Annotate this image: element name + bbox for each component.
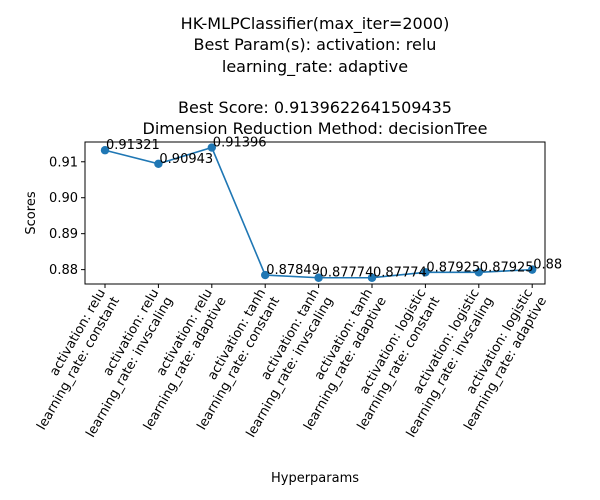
y-tick-label: 0.90 bbox=[49, 191, 78, 206]
data-label: 0.87774 bbox=[373, 266, 427, 281]
data-point bbox=[474, 268, 483, 277]
chart-title: HK-MLPClassifier(max_iter=2000) Best Par… bbox=[143, 14, 488, 138]
data-point bbox=[528, 265, 537, 274]
data-label: 0.87849 bbox=[266, 263, 320, 278]
data-label: 0.91396 bbox=[213, 136, 267, 151]
plot-area-frame bbox=[84, 141, 546, 285]
y-axis-label: Scores bbox=[24, 191, 39, 234]
title-line-5: Best Score: 0.9139622641509435 bbox=[178, 98, 452, 117]
series-line bbox=[104, 146, 533, 279]
x-axis-label: Hyperparams bbox=[271, 471, 359, 486]
data-label: 0.87925 bbox=[480, 260, 534, 275]
title-line-1: HK-MLPClassifier(max_iter=2000) bbox=[181, 14, 450, 34]
title-line-3: learning_rate: adaptive bbox=[222, 57, 408, 77]
y-tick-label: 0.91 bbox=[49, 155, 78, 170]
data-point bbox=[154, 159, 163, 169]
data-label: 0.87925 bbox=[426, 260, 480, 275]
data-point bbox=[100, 146, 110, 155]
data-point bbox=[207, 143, 216, 152]
y-axis: 0.88 0.89 0.90 0.91 bbox=[49, 155, 85, 278]
y-tick-label: 0.89 bbox=[49, 227, 78, 242]
data-label: 0.90943 bbox=[159, 152, 213, 167]
data-label: 0.91321 bbox=[106, 138, 160, 153]
series-scores bbox=[100, 143, 537, 282]
data-point bbox=[314, 273, 323, 282]
title-line-2: Best Param(s): activation: relu bbox=[194, 35, 437, 54]
data-point bbox=[261, 270, 270, 280]
data-point bbox=[367, 273, 377, 282]
data-point bbox=[421, 268, 430, 277]
y-tick-label: 0.88 bbox=[49, 263, 78, 278]
data-label: 0.88 bbox=[533, 258, 562, 273]
title-line-6: Dimension Reduction Method: decisionTree bbox=[143, 119, 488, 138]
data-label: 0.87774 bbox=[320, 266, 374, 281]
